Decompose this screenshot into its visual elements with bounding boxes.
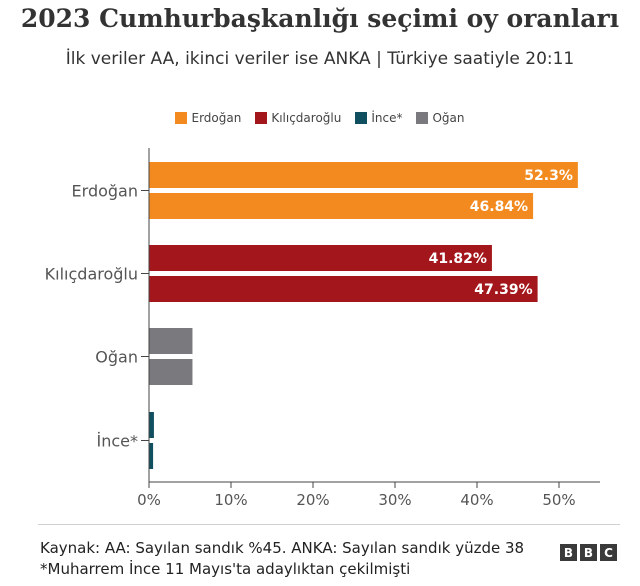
bbc-logo: B B C bbox=[560, 544, 617, 561]
bar bbox=[149, 412, 154, 438]
category-label: Oğan bbox=[95, 348, 138, 367]
category-label: Erdoğan bbox=[72, 182, 138, 201]
bbc-logo-letter: B bbox=[580, 544, 597, 561]
data-label: 47.39% bbox=[474, 282, 532, 298]
legend-item: Erdoğan bbox=[175, 111, 241, 125]
legend-label: Kılıçdaroğlu bbox=[271, 111, 342, 125]
legend-item: Kılıçdaroğlu bbox=[255, 111, 341, 125]
data-label: 41.82% bbox=[429, 251, 487, 267]
bbc-logo-letter: B bbox=[560, 544, 577, 561]
category-label: İnce* bbox=[97, 432, 139, 451]
legend-label: Oğan bbox=[432, 111, 465, 125]
source-note: Kaynak: AA: Sayılan sandık %45. ANKA: Sa… bbox=[40, 539, 525, 578]
x-tick-label: 0% bbox=[137, 491, 161, 509]
legend-swatch bbox=[175, 112, 188, 124]
legend-label: İnce* bbox=[371, 111, 403, 125]
legend-label: Erdoğan bbox=[191, 111, 242, 125]
bar bbox=[149, 276, 538, 302]
bar-chart: 52.3% 46.84% Erdoğan 41.82% 47.39% Kılıçdaroğ… bbox=[45, 148, 600, 509]
bar bbox=[149, 162, 578, 188]
legend-swatch bbox=[255, 112, 268, 124]
bbc-logo-letter: C bbox=[600, 544, 617, 561]
chart-title: 2023 Cumhurbaşkanlığı seçimi oy oranları bbox=[20, 4, 620, 33]
legend: Erdoğan Kılıçdaroğlu İnce* Oğan bbox=[0, 111, 640, 125]
x-tick-label: 10% bbox=[214, 491, 247, 509]
legend-item: Oğan bbox=[416, 111, 465, 125]
category-label: Kılıçdaroğlu bbox=[45, 265, 138, 284]
legend-swatch bbox=[416, 112, 429, 124]
data-label: 46.84% bbox=[470, 199, 528, 215]
bar bbox=[149, 328, 193, 354]
bar bbox=[149, 245, 492, 271]
legend-swatch bbox=[355, 112, 368, 124]
x-tick-label: 40% bbox=[460, 491, 493, 509]
legend-item: İnce* bbox=[355, 111, 402, 125]
footer-divider bbox=[38, 524, 620, 525]
x-tick-label: 20% bbox=[296, 491, 329, 509]
bar bbox=[149, 443, 154, 469]
data-label: 52.3% bbox=[524, 168, 573, 184]
bar bbox=[149, 359, 193, 385]
x-tick-label: 50% bbox=[542, 491, 575, 509]
chart-subtitle: İlk veriler AA, ikinci veriler ise ANKA … bbox=[65, 49, 575, 69]
bar bbox=[149, 193, 534, 219]
x-tick-label: 30% bbox=[378, 491, 411, 509]
